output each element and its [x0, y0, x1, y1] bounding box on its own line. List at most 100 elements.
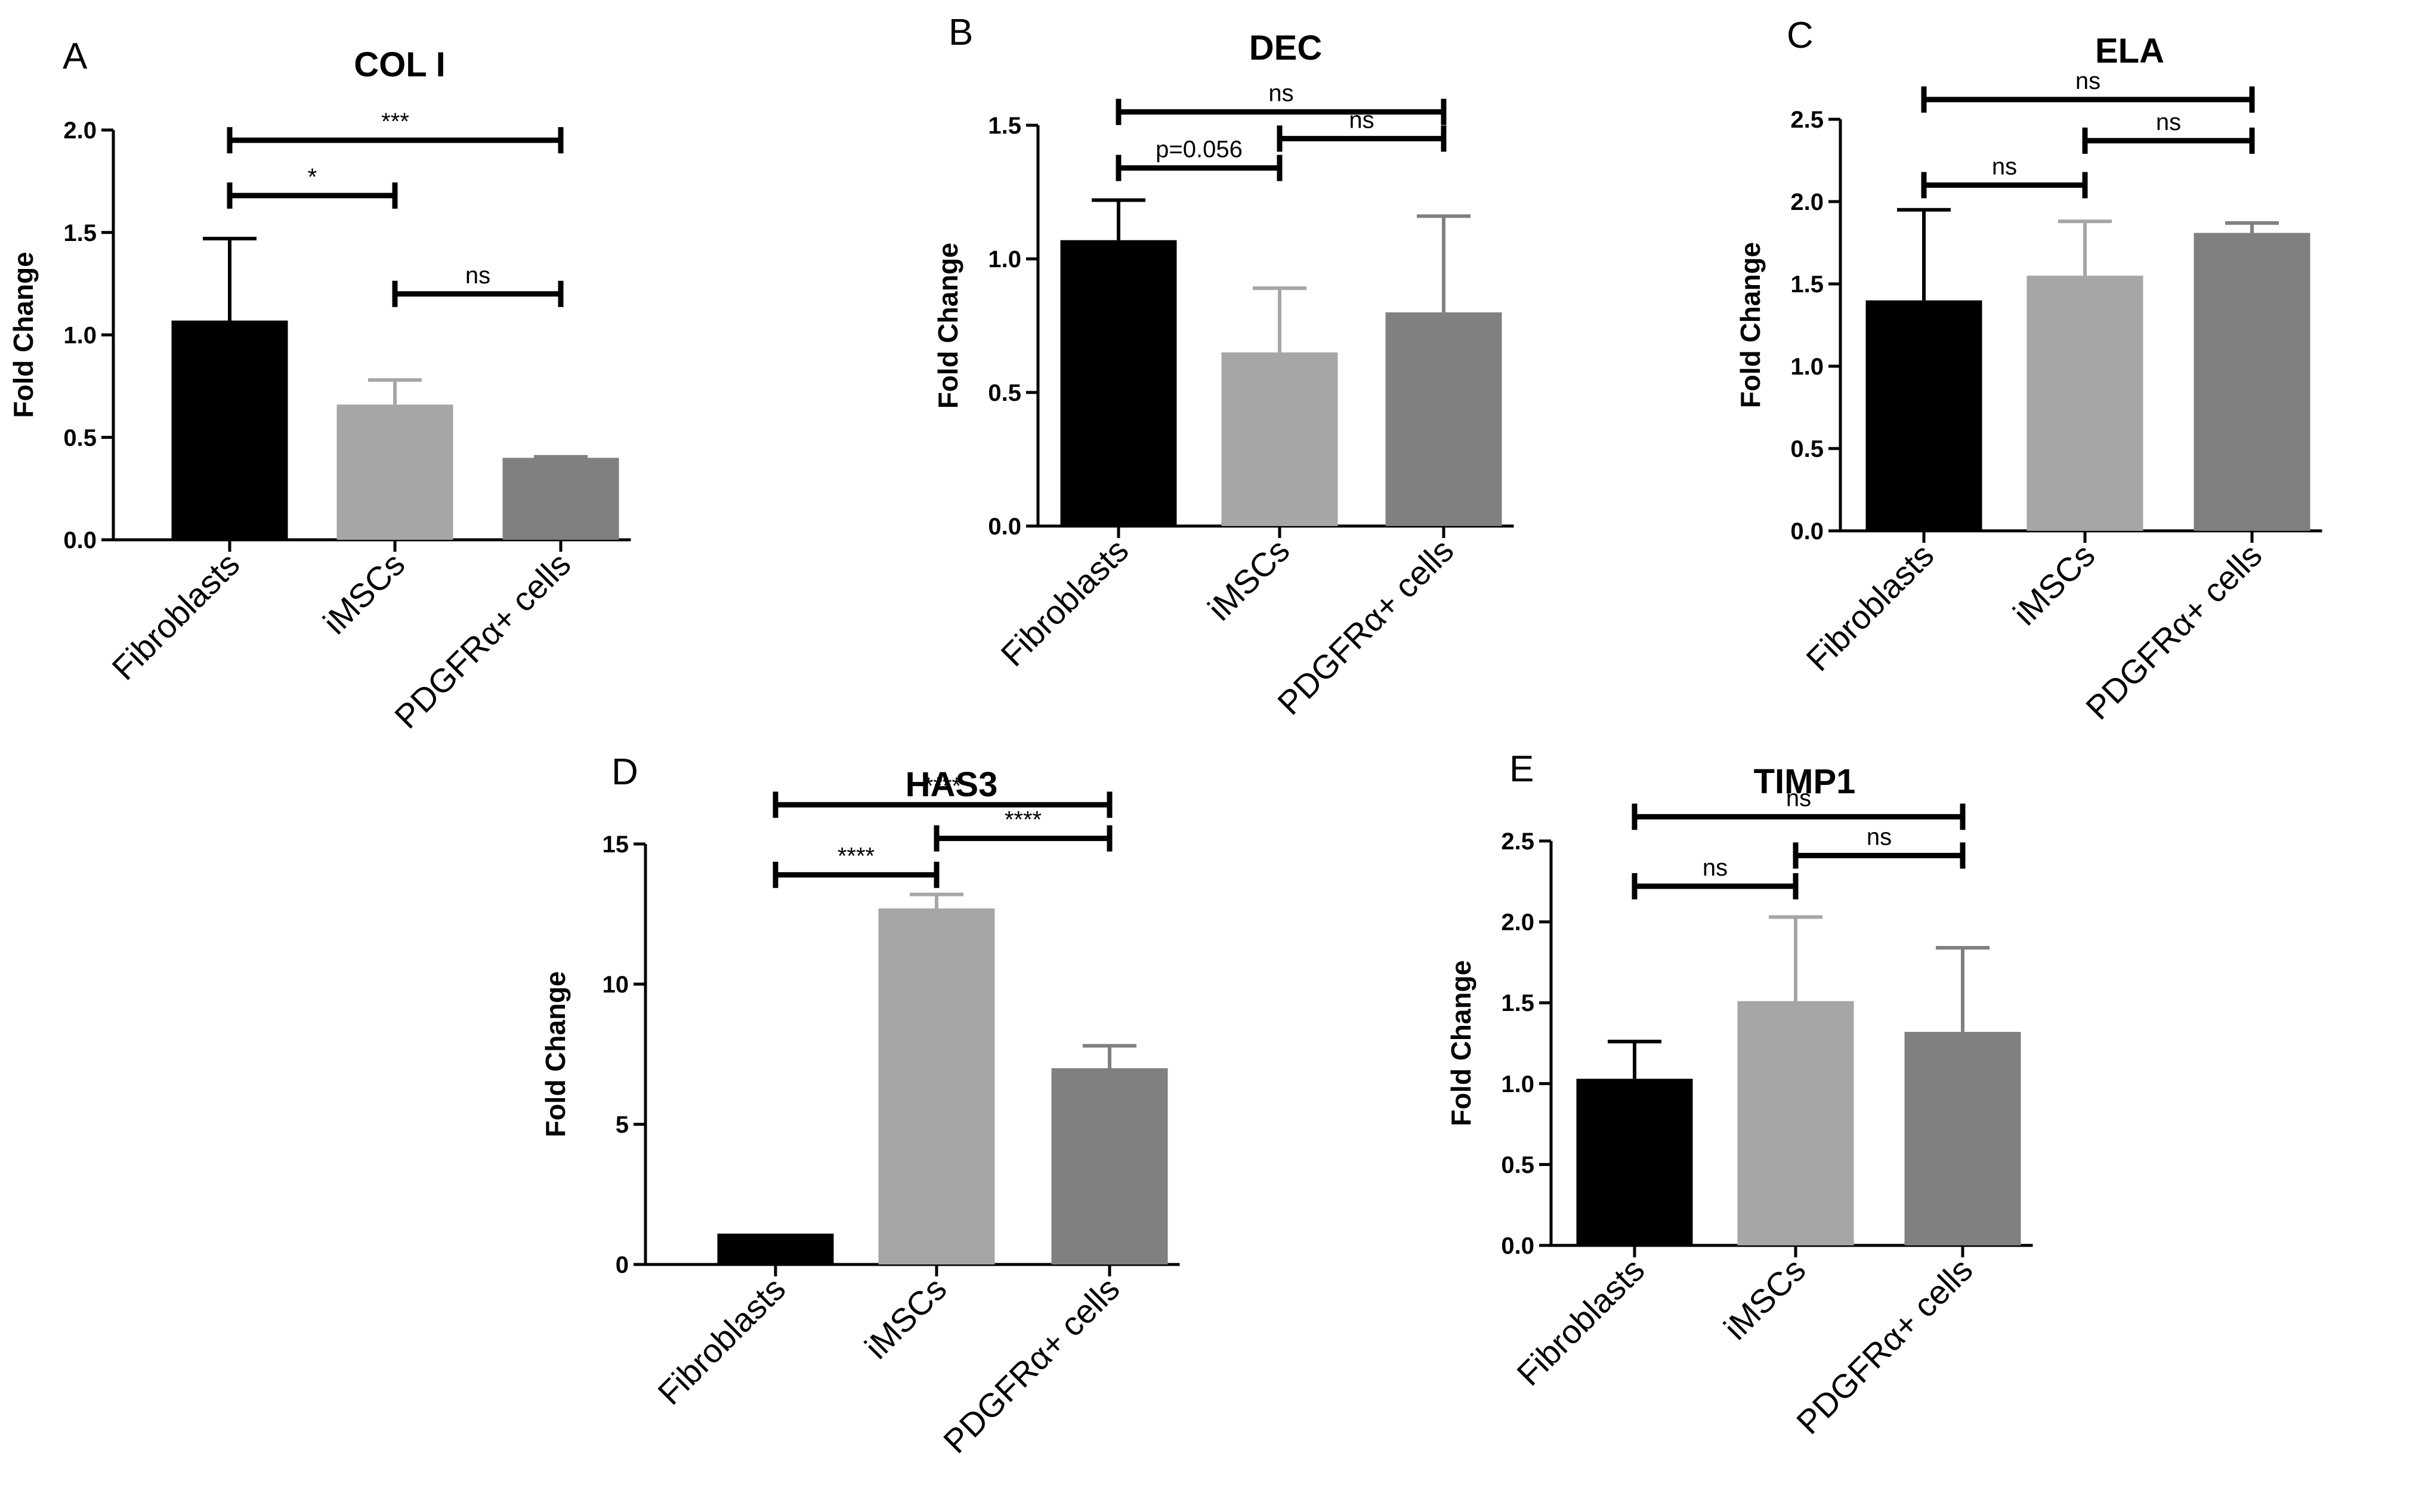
y-tick-label-c: 0.0 [1790, 518, 1824, 545]
y-axis-label-c: Fold Change [1735, 242, 1766, 409]
bar-c-3 [2194, 233, 2310, 531]
x-tick-label-c: iMSCs [2006, 536, 2102, 632]
bar-c-2 [2027, 276, 2143, 531]
bar-d-1 [717, 1233, 834, 1264]
y-tick-label-c: 0.5 [1790, 436, 1824, 462]
significance-label-e-2: ns [1703, 855, 1728, 881]
significance-label-a-1: *** [381, 109, 409, 135]
y-tick-label-c: 2.0 [1790, 189, 1824, 215]
y-tick-label-b: 1.5 [988, 113, 1021, 139]
panel-letter-e: E [1509, 749, 1534, 790]
significance-bracket-c-1: ns [1921, 68, 2255, 113]
y-tick-label-b: 0.5 [988, 380, 1021, 406]
y-axis-label-b: Fold Change [932, 243, 963, 409]
bar-e-1 [1576, 1078, 1693, 1245]
y-tick-label-e: 0.0 [1501, 1233, 1534, 1259]
significance-bracket-e-2: ns [1632, 855, 1799, 899]
panel-letter-a: A [63, 36, 88, 77]
y-tick-label-c: 2.5 [1790, 107, 1824, 133]
bar-b-2 [1221, 352, 1338, 526]
bar-d-3 [1051, 1068, 1168, 1264]
chart-title-a: COL I [354, 45, 446, 84]
y-tick-label-b: 1.0 [988, 246, 1021, 273]
chart-panel-a: A COL I Fold Change 0.0 0.5 1.0 1.5 2.0 Fibrobla… [8, 36, 631, 735]
significance-label-c-1: ns [2075, 68, 2100, 94]
y-tick-label-e: 0.5 [1501, 1152, 1534, 1178]
bar-b-1 [1060, 240, 1177, 526]
significance-bracket-a-2: * [227, 164, 398, 209]
bar-e-2 [1737, 1001, 1854, 1245]
bar-a-2 [336, 404, 453, 540]
y-tick-label-d: 10 [603, 972, 629, 998]
x-tick-label-e: Fibroblasts [1509, 1251, 1651, 1393]
x-tick-label-b: PDGFRα+ cells [1270, 531, 1460, 722]
chart-title-e: TIMP1 [1754, 762, 1856, 801]
y-tick-label-d: 0 [616, 1252, 629, 1278]
significance-bracket-c-3: ns [2082, 109, 2255, 154]
y-tick-label-a: 2.0 [63, 118, 97, 144]
significance-bracket-d-2: **** [773, 843, 940, 888]
significance-bracket-c-2: ns [1921, 153, 2088, 199]
y-axis-label-d: Fold Change [540, 971, 571, 1137]
significance-label-d-3: **** [1005, 807, 1042, 833]
x-tick-label-d: iMSCs [857, 1270, 953, 1366]
panel-letter-d: D [611, 752, 638, 793]
y-axis-label-e: Fold Change [1445, 960, 1476, 1127]
x-tick-label-c: PDGFRα+ cells [2078, 536, 2269, 726]
x-tick-label-d: Fibroblasts [650, 1270, 792, 1412]
significance-label-b-3: ns [1349, 107, 1374, 133]
bar-d-2 [878, 908, 995, 1264]
y-tick-label-c: 1.5 [1790, 271, 1824, 298]
x-tick-label-b: iMSCs [1200, 531, 1296, 627]
significance-bracket-b-3: ns [1277, 107, 1447, 152]
significance-bracket-a-1: *** [227, 109, 564, 154]
significance-label-d-2: **** [838, 843, 875, 870]
x-tick-label-b: Fibroblasts [993, 531, 1135, 673]
significance-bracket-d-3: **** [934, 807, 1113, 852]
significance-bracket-a-3: ns [392, 262, 564, 307]
significance-label-e-1: ns [1786, 785, 1811, 811]
chart-panel-e: E TIMP1 Fold Change 0.0 0.5 1.0 1.5 2.0 2.5 Fibro… [1445, 749, 2033, 1441]
bar-c-1 [1865, 300, 1982, 531]
bar-a-3 [502, 457, 619, 540]
y-tick-label-e: 1.5 [1501, 990, 1534, 1016]
chart-title-b: DEC [1249, 29, 1322, 67]
x-tick-label-e: iMSCs [1716, 1251, 1812, 1347]
significance-bracket-d-1: **** [773, 773, 1113, 818]
x-tick-label-a: Fibroblasts [104, 545, 246, 687]
chart-title-c: ELA [2095, 32, 2164, 70]
chart-panel-b: B DEC Fold Change 0.0 0.5 1.0 1.5 Fibroblasts iM… [932, 12, 1514, 722]
y-tick-label-a: 1.0 [63, 323, 97, 349]
significance-label-a-3: ns [465, 262, 490, 289]
significance-label-e-3: ns [1867, 824, 1892, 850]
x-tick-label-c: Fibroblasts [1799, 536, 1941, 678]
significance-label-b-1: ns [1268, 81, 1293, 107]
y-tick-label-a: 0.0 [63, 527, 97, 554]
significance-bracket-e-3: ns [1793, 824, 1966, 869]
significance-bracket-b-1: ns [1116, 81, 1447, 125]
panel-letter-b: B [949, 12, 973, 53]
bar-e-3 [1904, 1032, 2021, 1245]
y-tick-label-a: 0.5 [63, 425, 97, 451]
significance-label-c-2: ns [1992, 153, 2017, 180]
y-axis-label-a: Fold Change [8, 252, 39, 418]
significance-label-d-1: **** [924, 773, 961, 799]
x-tick-label-a: iMSCs [316, 545, 412, 641]
significance-label-c-3: ns [2156, 109, 2181, 135]
x-tick-label-a: PDGFRα+ cells [387, 545, 577, 735]
chart-panel-d: D HAS3 Fold Change 0 5 10 15 Fibroblasts iMSCsPD… [540, 752, 1180, 1460]
bar-b-3 [1385, 312, 1502, 526]
y-tick-label-d: 15 [603, 831, 629, 858]
significance-bracket-e-1: ns [1632, 785, 1966, 830]
y-tick-label-c: 1.0 [1790, 354, 1824, 380]
y-tick-label-d: 5 [616, 1112, 629, 1138]
y-tick-label-a: 1.5 [63, 220, 97, 246]
y-tick-label-b: 0.0 [988, 514, 1021, 540]
panel-letter-c: C [1787, 15, 1814, 56]
bar-a-1 [171, 320, 288, 540]
significance-bracket-b-2: p=0.056 [1116, 137, 1283, 181]
x-tick-label-d: PDGFRα+ cells [936, 1270, 1126, 1460]
significance-label-b-2: p=0.056 [1156, 137, 1243, 163]
chart-panel-c: C ELA Fold Change 0.0 0.5 1.0 1.5 2.0 2.5 Fibrobl… [1735, 15, 2322, 726]
